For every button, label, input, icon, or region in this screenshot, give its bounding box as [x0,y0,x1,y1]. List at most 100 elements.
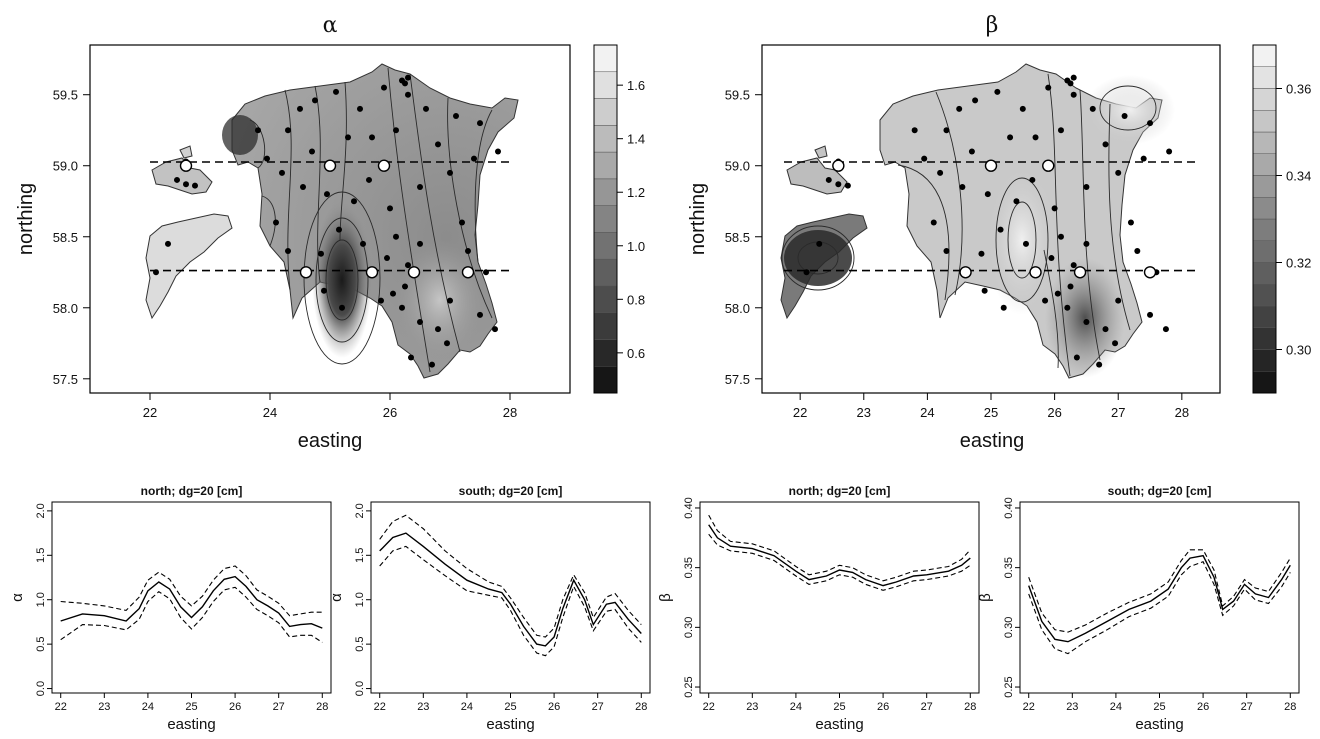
beta-xtick-label: 24 [920,405,934,420]
beta-ytick-label: 59.0 [725,159,750,174]
beta-colorbar-level [1252,197,1277,220]
beta-sample-point [1067,283,1074,290]
alpha-sample-point [279,169,285,176]
alpha-sample-point [312,97,318,104]
alpha-sample-point [345,134,351,141]
beta-sample-point [1057,233,1064,240]
beta-sample-point [956,105,963,112]
alpha-south-profile-xlabel: easting [486,716,534,733]
alpha-sample-point [477,311,483,318]
beta-transect-point [959,266,972,279]
beta-south-xtick-label: 24 [1110,701,1122,713]
beta-south-xtick-label: 25 [1153,701,1165,713]
alpha-sample-point [357,105,363,112]
alpha-dark-corner [222,115,258,155]
beta-sample-point [1115,297,1122,304]
beta-south-ytick-label: 0.35 [1003,557,1015,578]
beta-ytick-label: 59.5 [725,88,750,103]
beta-north-profile-ylabel: β [657,593,674,602]
alpha-sample-point [423,105,429,112]
beta-north-confidence-band-line [708,514,971,582]
beta-colorbar-level [1252,371,1277,394]
alpha-colorbar-label: 1.6 [627,78,645,93]
alpha-colorbar-label: 1.4 [627,132,645,147]
beta-sample-point [1083,318,1090,325]
beta-sample-point [1089,105,1096,112]
alpha-transect-point [323,159,337,172]
beta-sample-point [959,184,966,191]
beta-dark-area [784,230,852,286]
alpha-sample-point [447,297,453,304]
beta-sample-point [937,169,944,176]
alpha-north-xtick-label: 25 [185,701,197,713]
alpha-north-xtick-label: 28 [316,701,328,713]
beta-transect-point [1143,266,1157,279]
alpha-colorbar-level [593,285,618,313]
beta-map-ylabel: northing [687,183,709,255]
beta-ytick-label: 58.5 [725,230,750,245]
alpha-colorbar-level [593,232,618,260]
beta-map-landmass [780,63,1175,379]
alpha-colorbar-level [593,71,618,99]
alpha-north-estimate-line [60,575,323,629]
alpha-sample-point [183,181,189,188]
beta-south-ytick-label: 0.30 [1003,617,1015,638]
beta-sample-point [1166,148,1173,155]
beta-colorbar-level [1252,175,1277,198]
alpha-xtick-label: 28 [503,405,517,420]
alpha-sample-point [285,247,291,254]
alpha-south-ytick-label: 2.0 [354,503,366,518]
alpha-sample-point [300,184,306,191]
alpha-sample-point [381,84,387,91]
alpha-north-ytick-label: 0.0 [35,681,47,696]
beta-north-xtick-label: 27 [921,701,933,713]
alpha-south-profile-title: south; dg=20 [cm] [459,484,563,498]
beta-sample-point [1029,176,1036,183]
beta-sample-point [1115,169,1122,176]
alpha-transects [150,161,510,272]
beta-north-profile-xlabel: easting [815,716,863,733]
alpha-colorbar-level [593,312,618,340]
alpha-south-profile-panel: south; dg=20 [cm] 22 23 24 25 26 27 28 0.0 0.5 1.0… [328,484,651,733]
beta-sample-point [930,219,937,226]
beta-map-xlabel: easting [960,430,1025,452]
beta-sample-point [816,240,823,247]
beta-north-xtick-label: 25 [833,701,845,713]
beta-sample-point [1067,80,1074,87]
alpha-colorbar-level [593,178,618,206]
alpha-sample-point [435,326,441,333]
alpha-colorbar-level [593,205,618,233]
alpha-sample-point [444,340,450,347]
alpha-sample-point [273,219,279,226]
alpha-colorbar-level [593,125,618,153]
beta-colorbar-frame [1252,44,1277,394]
beta-sample-point [1022,240,1029,247]
alpha-sample-point [399,304,405,311]
alpha-colorbar-label: 1.0 [627,239,645,254]
beta-colorbar-level [1252,305,1277,328]
alpha-sample-point [366,176,372,183]
alpha-ytick-label: 58.0 [53,301,78,316]
alpha-sample-point [435,141,441,148]
beta-colorbar-level [1252,240,1277,263]
alpha-sample-points [153,74,501,368]
beta-south-xtick-label: 28 [1284,701,1296,713]
alpha-north-ytick-label: 1.0 [35,592,47,607]
beta-north-xtick-label: 23 [746,701,758,713]
beta-transect-point [832,159,845,172]
beta-colorbar-level [1252,349,1277,372]
beta-xtick-label: 25 [984,405,998,420]
alpha-map-panel: α [15,13,645,452]
alpha-sample-point [402,283,408,290]
alpha-transect-point [365,266,379,279]
beta-map-title: β [986,13,999,38]
alpha-transect-point [299,266,313,279]
beta-transect-point [1029,266,1042,279]
alpha-sample-point [264,155,270,162]
beta-sample-point [1147,311,1154,318]
beta-south-profile-frame [1019,501,1300,694]
alpha-north-ytick-label: 0.5 [35,636,47,651]
beta-sample-point [1019,105,1026,112]
beta-south-profile-ylabel: β [977,593,994,602]
alpha-transect-points [179,159,475,279]
